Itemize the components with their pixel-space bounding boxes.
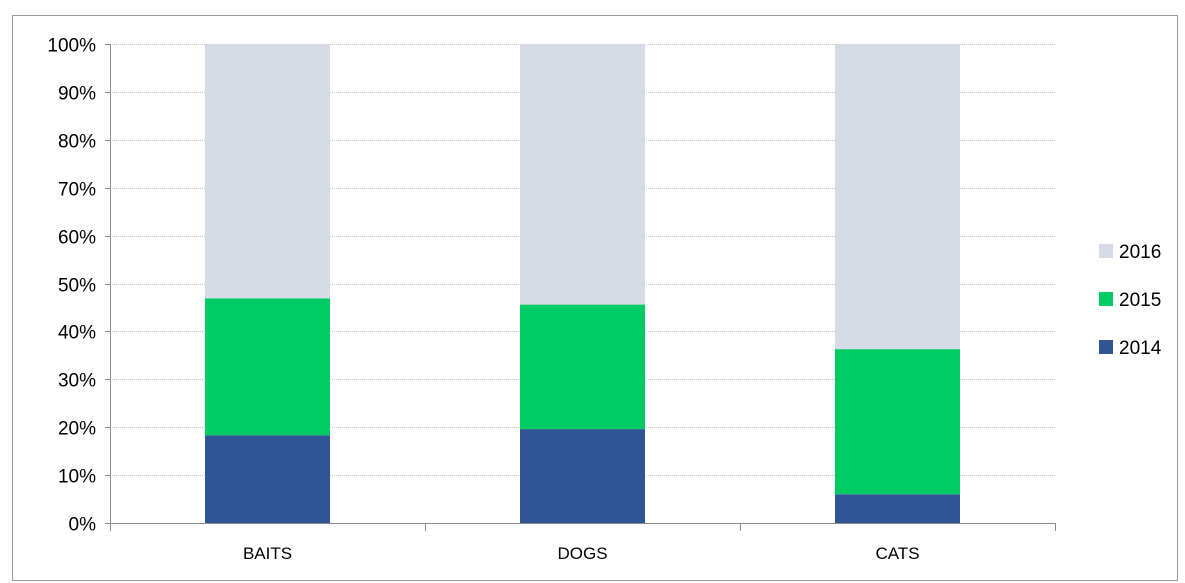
- y-tick-label: 80%: [58, 132, 96, 153]
- y-tick-label: 0%: [69, 515, 97, 536]
- y-axis-tick-labels: 0% 10% 20% 30% 40% 50% 60% 70% 80% 90% 100%: [47, 36, 96, 536]
- bar-cats-2016: [835, 44, 960, 350]
- legend-swatch-2015: [1099, 292, 1113, 306]
- bar-cats-2014: [835, 494, 960, 523]
- legend-swatch-2016: [1099, 244, 1113, 258]
- x-axis-category-labels: BAITS DOGS CATS: [243, 544, 920, 563]
- legend-label-2015: 2015: [1119, 290, 1161, 311]
- bars: [205, 44, 960, 523]
- x-category-label: CATS: [875, 544, 919, 563]
- bar-baits-2016: [205, 44, 330, 299]
- y-tick-label: 30%: [58, 371, 96, 392]
- legend: 2016 2015 2014: [1099, 242, 1162, 359]
- bar-cats-2015: [835, 349, 960, 495]
- y-tick-label: 90%: [58, 84, 96, 105]
- x-category-label: BAITS: [243, 544, 292, 563]
- y-tick-label: 70%: [58, 180, 96, 201]
- legend-label-2016: 2016: [1119, 242, 1161, 263]
- bar-dogs-2015: [520, 304, 645, 430]
- legend-label-2014: 2014: [1119, 338, 1162, 359]
- legend-swatch-2014: [1099, 340, 1113, 354]
- y-tick-label: 20%: [58, 419, 96, 440]
- y-tick-label: 10%: [58, 467, 96, 488]
- bar-baits-2015: [205, 298, 330, 436]
- bar-baits-2014: [205, 435, 330, 523]
- bar-dogs-2014: [520, 429, 645, 523]
- y-tick-label: 40%: [58, 323, 96, 344]
- axes: [105, 44, 1056, 531]
- y-tick-label: 50%: [58, 276, 96, 297]
- x-category-label: DOGS: [557, 544, 607, 563]
- y-tick-label: 100%: [47, 36, 96, 57]
- y-tick-label: 60%: [58, 228, 96, 249]
- bar-dogs-2016: [520, 44, 645, 305]
